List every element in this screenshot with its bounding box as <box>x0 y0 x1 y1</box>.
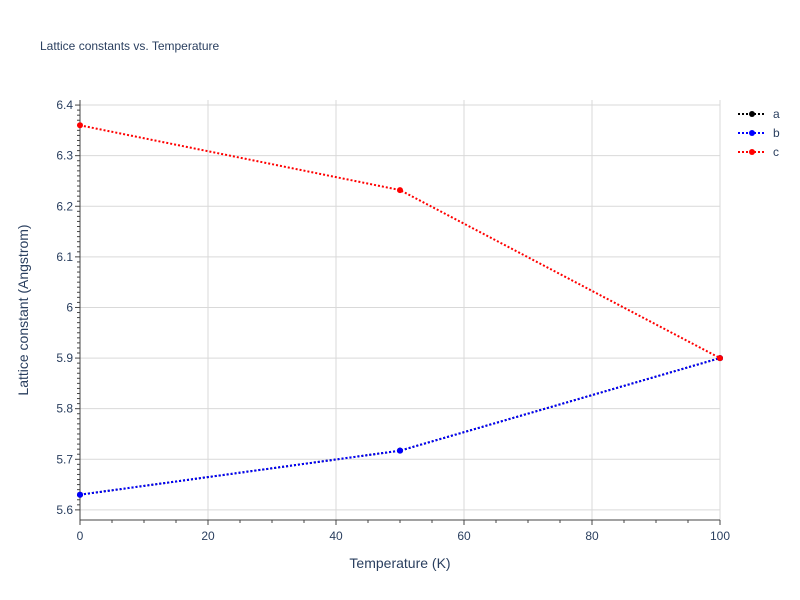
y-tick-label: 6.1 <box>56 250 73 264</box>
y-tick-label: 6.2 <box>56 199 73 213</box>
legend: abc <box>738 107 780 159</box>
y-tick-label: 5.6 <box>56 503 73 517</box>
series <box>77 122 723 498</box>
legend-swatch-marker-a <box>749 111 755 117</box>
chart-title: Lattice constants vs. Temperature <box>40 39 220 53</box>
data-point-c <box>717 355 723 362</box>
data-point-c <box>77 122 83 129</box>
y-tick-label: 5.7 <box>56 452 73 466</box>
y-tick-label: 5.9 <box>56 351 73 365</box>
series-line-a <box>79 357 721 496</box>
legend-label-c[interactable]: c <box>773 145 779 159</box>
data-point-b <box>397 447 403 454</box>
series-line-b <box>79 357 721 496</box>
legend-label-b[interactable]: b <box>773 126 780 140</box>
y-axis-title: Lattice constant (Angstrom) <box>15 224 31 395</box>
legend-label-a[interactable]: a <box>773 107 780 121</box>
series-line-c <box>79 124 721 359</box>
x-tick-label: 20 <box>201 529 215 543</box>
legend-swatch-marker-b <box>749 130 755 136</box>
ticks: 0 20 40 60 80 100 5.6 5.7 5.8 5.9 6 6.1 6.2 6.3 6.4 <box>56 98 730 543</box>
y-tick-label: 5.8 <box>56 402 73 416</box>
x-axis-title: Temperature (K) <box>349 555 450 571</box>
x-tick-label: 80 <box>585 529 599 543</box>
x-tick-label: 40 <box>329 529 343 543</box>
axes <box>79 100 720 521</box>
x-tick-label: 0 <box>77 529 84 543</box>
grid <box>80 100 721 520</box>
y-tick-label: 6.3 <box>56 149 73 163</box>
x-tick-label: 60 <box>457 529 471 543</box>
data-point-b <box>77 491 83 498</box>
y-tick-label: 6.4 <box>56 98 73 112</box>
legend-swatch-marker-c <box>749 149 755 155</box>
data-point-c <box>397 187 403 194</box>
x-tick-label: 100 <box>710 529 730 543</box>
y-tick-label: 6 <box>66 300 73 314</box>
